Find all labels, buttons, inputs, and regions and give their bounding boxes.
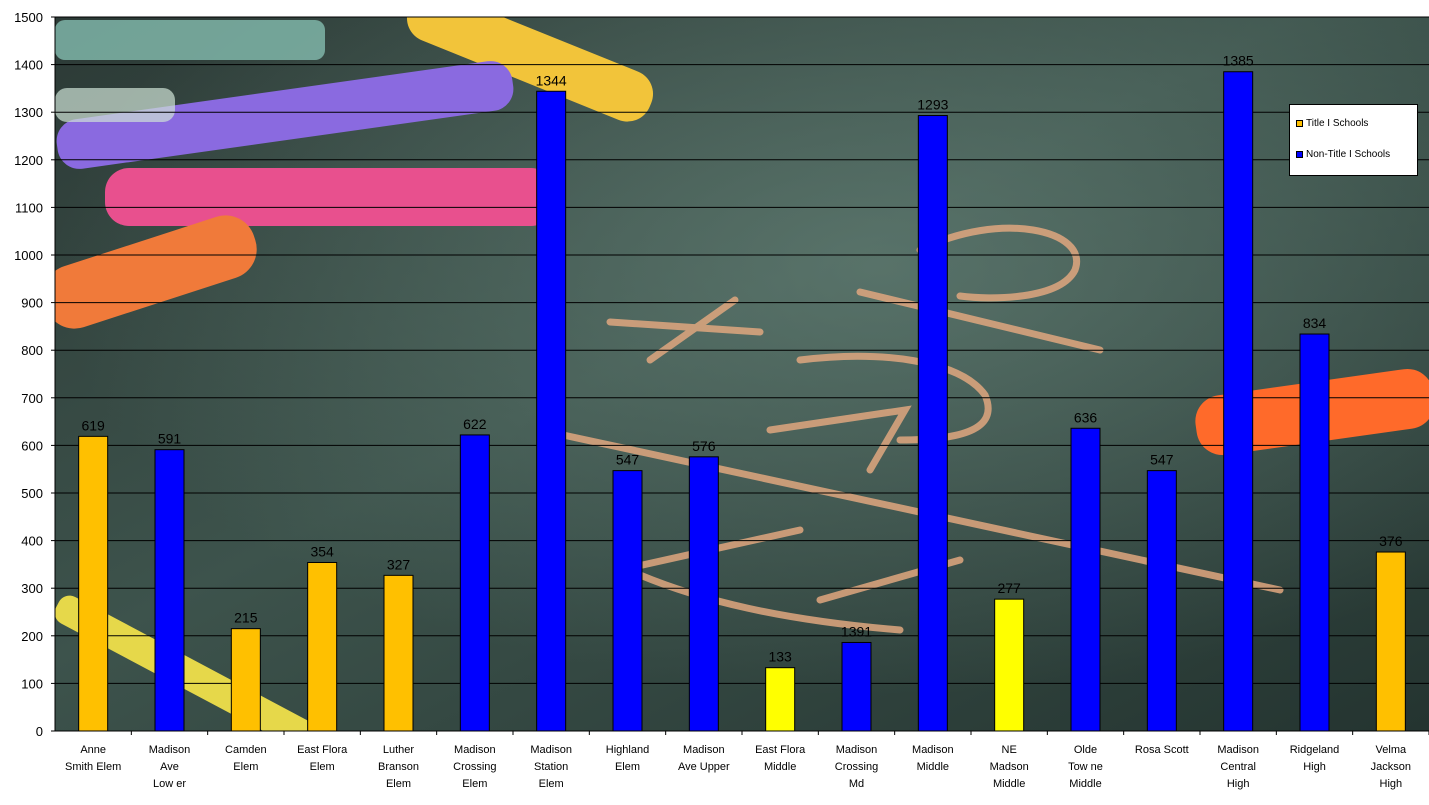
y-tick-label: 500	[21, 486, 43, 501]
x-tick-label: Rosa Scott	[1135, 744, 1189, 756]
y-tick-label: 200	[21, 629, 43, 644]
data-label: 1293	[917, 97, 948, 113]
x-tick-label: Anne Smith Elem	[65, 744, 121, 773]
legend-swatch-title1	[1296, 120, 1303, 127]
x-tick-label: Madison Crossing Elem	[453, 744, 496, 790]
data-label: 636	[1074, 409, 1098, 425]
x-tick-label: Madison Central High	[1217, 744, 1259, 790]
y-tick-label: 0	[36, 724, 43, 739]
data-label: 547	[1150, 452, 1174, 468]
bar	[536, 90, 567, 732]
x-tick-label: East Flora Middle	[755, 744, 806, 773]
chalkboard-background	[55, 17, 1429, 731]
x-tick-label: Madison Ave Upper	[678, 744, 730, 773]
x-tick-label: Madison Station Elem	[530, 744, 572, 790]
y-tick-label: 300	[21, 581, 43, 596]
data-label: 1385	[1223, 53, 1254, 69]
data-label: 622	[463, 416, 487, 432]
bar	[1070, 427, 1101, 732]
bar	[78, 435, 109, 732]
x-tick-label: Olde Tow ne Middle	[1068, 744, 1103, 790]
data-label: 133	[768, 649, 792, 665]
legend-label-nontitle: Non-Title I Schools	[1306, 149, 1391, 160]
x-tick-label: Luther Branson Elem	[378, 744, 419, 790]
x-tick-label: Madison Middle	[912, 744, 954, 773]
bar	[1223, 71, 1254, 732]
y-tick-label: 600	[21, 438, 43, 453]
legend-item-title1: Title I Schools	[1296, 118, 1368, 129]
data-label: 354	[310, 543, 334, 559]
data-label: 376	[1379, 533, 1403, 549]
x-tick-label: NE Madson Middle	[990, 744, 1029, 790]
bar	[1375, 551, 1406, 732]
x-tick-label: East Flora Elem	[297, 744, 348, 773]
bar	[230, 628, 261, 732]
bar	[154, 449, 185, 732]
data-label: 327	[387, 556, 411, 572]
bar	[459, 434, 490, 732]
data-label: 277	[997, 580, 1021, 596]
bar	[1146, 470, 1177, 732]
y-tick-label: 900	[21, 296, 43, 311]
legend: Title I Schools Non-Title I Schools	[1289, 104, 1418, 176]
x-tick-label: Camden Elem	[225, 744, 267, 773]
y-tick-label: 1000	[14, 248, 43, 263]
y-tick-label: 1300	[14, 105, 43, 120]
x-tick-label: Madison Crossing Md	[835, 744, 878, 790]
data-label: 834	[1303, 315, 1327, 331]
x-tick-label: Ridgeland High	[1290, 744, 1340, 773]
bar	[765, 667, 796, 732]
legend-label-title1: Title I Schools	[1306, 118, 1369, 129]
x-tick-label: Madison Ave Low er	[149, 744, 191, 790]
bar	[1299, 333, 1330, 732]
data-label: 619	[81, 417, 105, 433]
bars	[78, 71, 1406, 732]
data-label: 1391	[841, 623, 872, 639]
legend-item-nontitle: Non-Title I Schools	[1296, 149, 1390, 160]
y-tick-label: 800	[21, 343, 43, 358]
y-tick-label: 100	[21, 676, 43, 691]
y-tick-label: 1200	[14, 153, 43, 168]
data-label: 591	[158, 431, 182, 447]
data-labels: 619 591 215 354 327 622 1344 547 576 133 1391 1293 2…	[81, 53, 1402, 665]
y-tick-label: 1400	[14, 58, 43, 73]
bar	[841, 641, 872, 732]
x-tick-label: Velma Jackson High	[1371, 744, 1411, 790]
data-label: 547	[616, 452, 640, 468]
legend-swatch-nontitle	[1296, 151, 1303, 158]
x-axis: Anne Smith Elem Madison Ave Low er Camden Elem…	[65, 731, 1429, 790]
bar	[994, 598, 1025, 732]
data-label: 576	[692, 438, 716, 454]
gridlines	[55, 16, 1429, 732]
y-tick-label: 1100	[15, 200, 43, 215]
x-tick-label: Highland Elem	[606, 744, 649, 773]
bar	[307, 561, 338, 732]
y-tick-label: 400	[21, 534, 43, 549]
y-tick-label: 1500	[14, 10, 43, 25]
bar	[383, 574, 414, 732]
bar	[688, 456, 719, 732]
y-tick-label: 700	[21, 391, 43, 406]
data-label: 1344	[536, 72, 567, 88]
bar	[917, 115, 948, 732]
bar	[612, 470, 643, 732]
data-label: 215	[234, 610, 258, 626]
